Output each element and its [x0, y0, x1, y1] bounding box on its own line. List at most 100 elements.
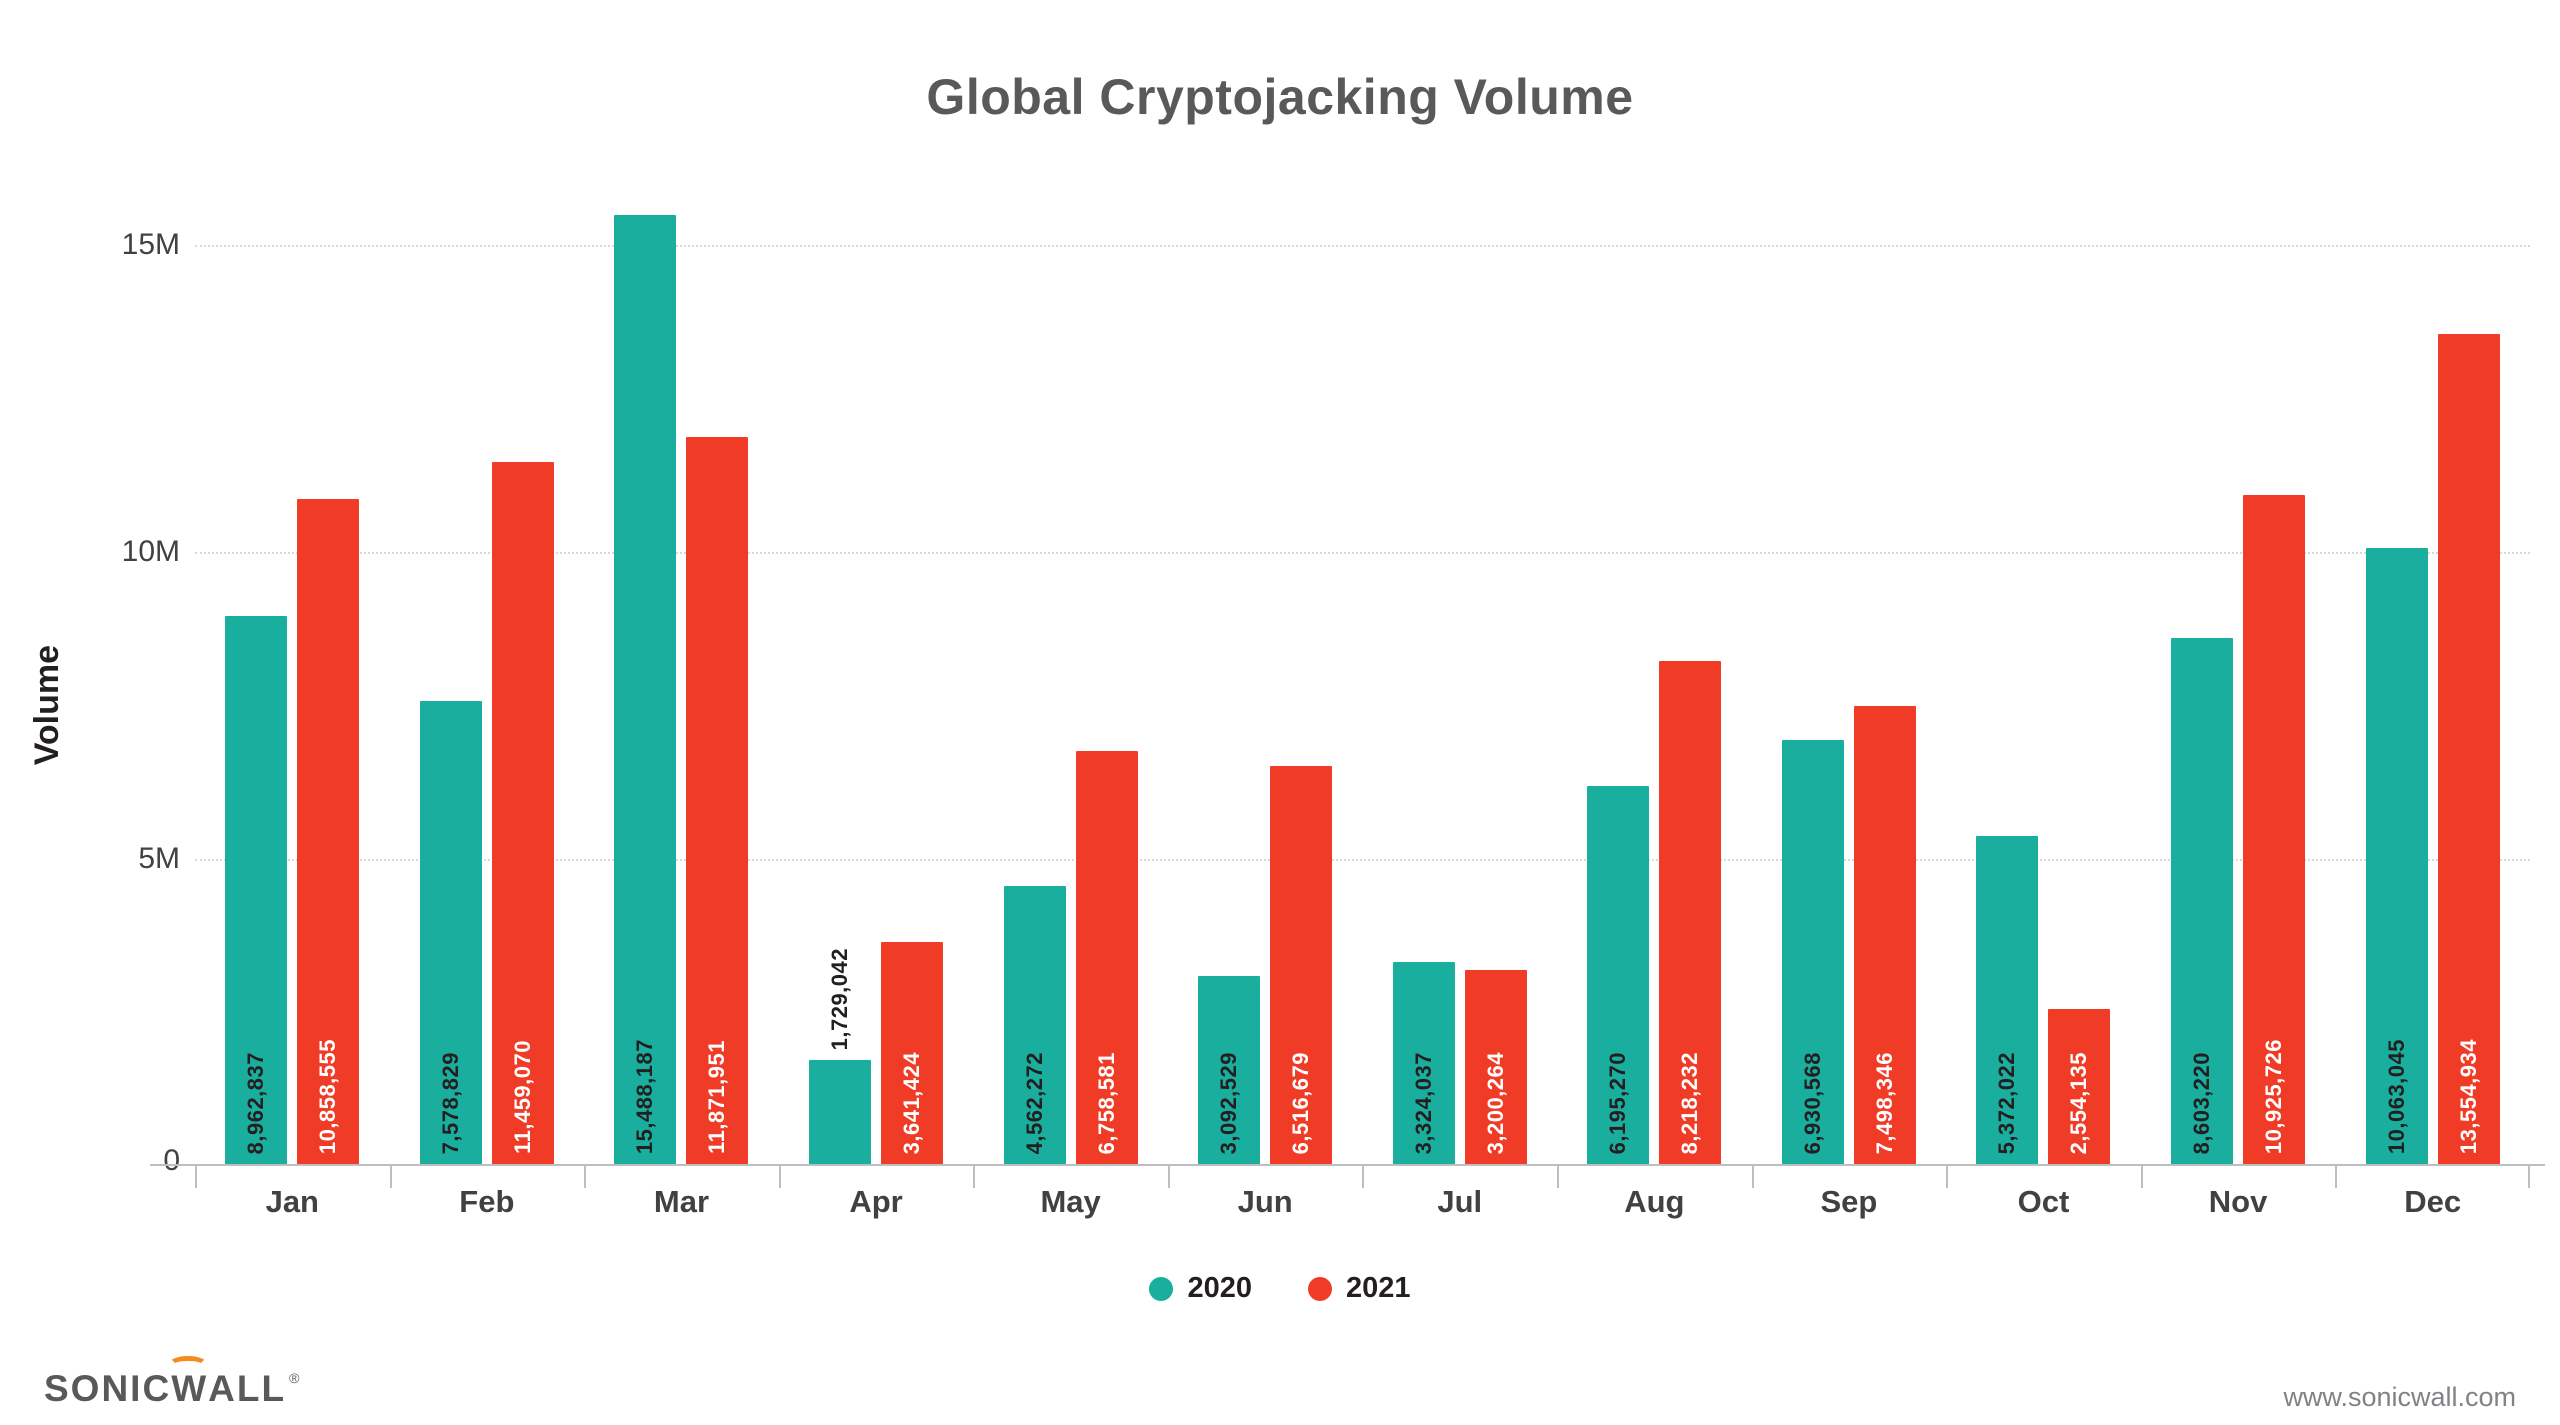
bar-2020-mar: 15,488,187	[614, 215, 677, 1166]
sonicwall-logo: SONIC W ALL ®	[44, 1356, 302, 1410]
bar-2021-apr: 3,641,424	[881, 942, 944, 1166]
legend: 2020 2021	[0, 1272, 2560, 1305]
bar-2021-feb: 11,459,070	[491, 462, 554, 1166]
bar-2020-jul: 3,324,037	[1392, 962, 1455, 1166]
legend-item-2020: 2020	[1149, 1272, 1252, 1305]
month-group-may: 4,562,272 6,758,581	[973, 245, 1168, 1166]
bar-value-label: 11,871,951	[704, 1040, 730, 1154]
bar-value-label: 6,758,581	[1093, 1051, 1119, 1154]
y-tick-10m: 10M	[121, 535, 180, 568]
month-label-may: May	[973, 1166, 1168, 1232]
month-group-jul: 3,324,037 3,200,264	[1362, 245, 1557, 1166]
bar-value-label: 3,641,424	[899, 1051, 925, 1154]
bar-value-label: 6,930,568	[1799, 1051, 1825, 1154]
month-group-nov: 8,603,220 10,925,726	[2141, 245, 2336, 1166]
gridline-10m	[195, 552, 2530, 554]
month-label-oct: Oct	[1946, 1166, 2141, 1232]
month-group-jan: 8,962,837 10,858,555	[195, 245, 390, 1166]
month-group-oct: 5,372,022 2,554,135	[1946, 245, 2141, 1166]
x-axis-line	[150, 1164, 2545, 1166]
month-group-dec: 10,063,045 13,554,934	[2335, 245, 2530, 1166]
logo-text-sonic: SONIC	[44, 1368, 172, 1409]
bar-2020-nov: 8,603,220	[2171, 638, 2234, 1166]
bar-value-label: 8,962,837	[243, 1051, 269, 1154]
bar-2021-jun: 6,516,679	[1270, 766, 1333, 1166]
bar-groups: 8,962,837 10,858,555 7,578,829 11,459,070 15…	[195, 215, 2530, 1166]
logo-text-all: ALL	[208, 1368, 287, 1409]
bar-2020-oct: 5,372,022	[1976, 836, 2039, 1166]
month-label-jan: Jan	[195, 1166, 390, 1232]
bar-2021-oct: 2,554,135	[2048, 1009, 2111, 1166]
bar-2020-apr: 1,729,042	[809, 948, 872, 1166]
bar-2020-jan: 8,962,837	[225, 616, 288, 1166]
legend-dot-2021	[1308, 1276, 1332, 1301]
bar-value-label: 2,554,135	[2066, 1051, 2092, 1154]
bar-value-label: 3,092,529	[1216, 1051, 1242, 1154]
y-axis-label: Volume	[28, 645, 66, 766]
logo-text-w: W	[168, 1356, 209, 1410]
month-label-dec: Dec	[2335, 1166, 2530, 1232]
bar-value-label: 7,498,346	[1871, 1051, 1897, 1154]
bar-2020-aug: 6,195,270	[1587, 786, 1650, 1166]
bar-value-label: 8,218,232	[1677, 1051, 1703, 1154]
y-tick-15m: 15M	[121, 228, 180, 261]
bar-2020-dec: 10,063,045	[2365, 548, 2428, 1166]
month-label-jun: Jun	[1167, 1166, 1363, 1232]
bar-2020-sep: 6,930,568	[1781, 740, 1844, 1166]
legend-dot-2020	[1149, 1276, 1174, 1301]
bar-2020-may: 4,562,272	[1003, 886, 1066, 1166]
bar-value-label: 6,195,270	[1605, 1051, 1631, 1154]
x-axis-labels: Jan Feb Mar Apr May Jun Jul Aug Sep Oct Nov Dec	[195, 1166, 2530, 1232]
bar-value-label: 10,858,555	[315, 1038, 341, 1154]
bar-value-label: 1,729,042	[827, 947, 853, 1050]
registered-mark: ®	[289, 1370, 302, 1386]
bar-value-label: 3,200,264	[1482, 1051, 1508, 1154]
month-group-apr: 1,729,042 3,641,424	[779, 245, 974, 1166]
bar-value-label: 10,925,726	[2261, 1038, 2287, 1154]
bar-2021-dec: 13,554,934	[2437, 334, 2500, 1166]
bar-value-label: 6,516,679	[1288, 1051, 1314, 1154]
month-label-aug: Aug	[1557, 1166, 1752, 1232]
bar-value-label: 8,603,220	[2189, 1051, 2215, 1154]
bar-value-label: 5,372,022	[1994, 1051, 2020, 1154]
month-group-feb: 7,578,829 11,459,070	[390, 245, 585, 1166]
month-group-mar: 15,488,187 11,871,951	[584, 215, 779, 1166]
month-group-sep: 6,930,568 7,498,346	[1752, 245, 1947, 1166]
legend-label-2020: 2020	[1187, 1272, 1252, 1304]
y-tick-0: 0	[163, 1144, 180, 1177]
bar-value-label: 7,578,829	[437, 1051, 463, 1154]
month-label-apr: Apr	[778, 1166, 974, 1232]
y-tick-5m: 5M	[138, 842, 180, 875]
chart-title: Global Cryptojacking Volume	[926, 69, 1634, 125]
bar-2021-nov: 10,925,726	[2243, 495, 2306, 1166]
bar-value-label: 3,324,037	[1410, 1051, 1436, 1154]
month-label-jul: Jul	[1362, 1166, 1557, 1232]
bar-2021-jul: 3,200,264	[1464, 970, 1527, 1166]
website-link[interactable]: www.sonicwall.com	[2283, 1382, 2516, 1412]
bar-value-label: 13,554,934	[2455, 1038, 2481, 1154]
gridline-5m	[195, 859, 2530, 861]
legend-label-2021: 2021	[1346, 1272, 1411, 1304]
bar-2021-mar: 11,871,951	[686, 437, 749, 1166]
bar-value-label: 4,562,272	[1021, 1051, 1047, 1154]
gridline-15m	[195, 245, 2530, 247]
bar-2021-aug: 8,218,232	[1659, 661, 1722, 1166]
month-group-jun: 3,092,529 6,516,679	[1168, 245, 1363, 1166]
logo-swoosh-icon	[168, 1356, 209, 1374]
month-group-aug: 6,195,270 8,218,232	[1557, 245, 1752, 1166]
month-label-nov: Nov	[2140, 1166, 2336, 1232]
bar-2021-may: 6,758,581	[1075, 751, 1138, 1166]
bar-2021-sep: 7,498,346	[1853, 706, 1916, 1166]
bar-2020-jun: 3,092,529	[1198, 976, 1261, 1166]
legend-item-2021: 2021	[1308, 1272, 1411, 1305]
bar-2021-jan: 10,858,555	[297, 499, 360, 1166]
month-label-mar: Mar	[584, 1166, 779, 1232]
month-label-sep: Sep	[1751, 1166, 1947, 1232]
bar-2020-feb: 7,578,829	[419, 701, 482, 1166]
bar-value-label: 15,488,187	[632, 1038, 658, 1154]
month-label-feb: Feb	[389, 1166, 585, 1232]
bar-value-label: 10,063,045	[2383, 1038, 2409, 1154]
plot-area: 8,962,837 10,858,555 7,578,829 11,459,070 15…	[195, 215, 2530, 1166]
bar-value-label: 11,459,070	[509, 1040, 535, 1154]
